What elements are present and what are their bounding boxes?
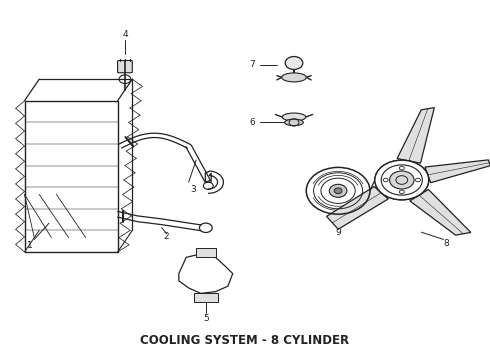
Text: 2: 2: [164, 233, 170, 242]
Circle shape: [329, 184, 347, 197]
Polygon shape: [24, 101, 118, 252]
Circle shape: [399, 190, 404, 194]
Ellipse shape: [282, 73, 306, 82]
Circle shape: [416, 178, 420, 182]
Circle shape: [195, 296, 199, 300]
Text: 1: 1: [26, 241, 32, 250]
Text: 9: 9: [335, 228, 341, 237]
Text: 8: 8: [443, 238, 449, 248]
Text: 3: 3: [191, 185, 196, 194]
Text: 7: 7: [249, 60, 255, 69]
Circle shape: [399, 166, 404, 170]
Circle shape: [383, 178, 388, 182]
Circle shape: [375, 160, 429, 200]
Circle shape: [212, 296, 217, 300]
Polygon shape: [410, 189, 471, 235]
Circle shape: [375, 160, 429, 200]
Bar: [194, 293, 218, 302]
Circle shape: [334, 188, 342, 194]
Bar: [196, 248, 216, 257]
Polygon shape: [179, 254, 233, 293]
Text: COOLING SYSTEM - 8 CYLINDER: COOLING SYSTEM - 8 CYLINDER: [141, 334, 349, 347]
Text: 5: 5: [203, 314, 209, 323]
Circle shape: [285, 57, 303, 69]
Polygon shape: [326, 186, 388, 229]
Circle shape: [390, 171, 414, 189]
Ellipse shape: [282, 113, 306, 121]
Polygon shape: [425, 160, 490, 183]
FancyBboxPatch shape: [118, 60, 132, 73]
Polygon shape: [397, 108, 434, 163]
Circle shape: [390, 171, 414, 189]
Text: 4: 4: [122, 30, 128, 39]
Ellipse shape: [285, 119, 303, 126]
Text: 6: 6: [249, 118, 255, 127]
